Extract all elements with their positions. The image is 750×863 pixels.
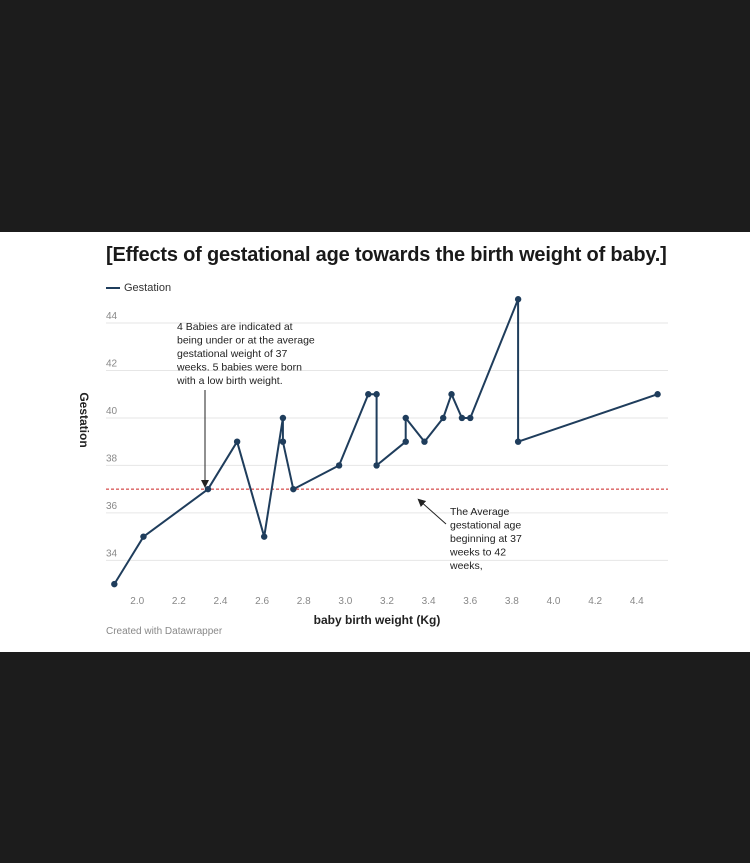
x-tick-label: 2.0: [130, 596, 144, 607]
data-point: [402, 438, 409, 445]
annotation-left-line: 4 Babies are indicated at: [177, 321, 293, 333]
x-tick-label: 2.4: [214, 596, 228, 607]
chart-footer: Created with Datawrapper: [106, 626, 223, 637]
annotation-right-line: weeks,: [449, 560, 483, 572]
x-tick-label: 4.2: [588, 596, 602, 607]
data-point: [373, 391, 380, 398]
data-point: [233, 438, 241, 445]
data-point: [365, 391, 372, 398]
data-point: [448, 391, 455, 398]
legend: Gestation: [106, 282, 171, 294]
legend-swatch: [106, 287, 120, 289]
data-point: [279, 438, 287, 445]
x-tick-label: 4.4: [630, 596, 644, 607]
data-point: [440, 414, 447, 422]
x-tick-label: 2.8: [297, 596, 311, 607]
y-tick-label: 38: [106, 453, 118, 464]
data-point: [467, 414, 474, 422]
chart-title: [Effects of gestational age towards the …: [106, 244, 667, 266]
y-tick-label: 36: [106, 501, 118, 512]
data-point: [458, 414, 466, 422]
series-line: [113, 298, 658, 585]
x-tick-label: 4.0: [547, 596, 561, 607]
data-point: [514, 296, 522, 303]
x-tick-label: 3.0: [338, 596, 352, 607]
x-tick-label: 2.6: [255, 596, 269, 607]
annotation-right-arrow: [417, 498, 447, 525]
chart-plot: 34 36 38 40 42 44 2.0 2.2 2.4 2.6 2.8 3.0 3.2 3.4 3.6 3…: [77, 296, 668, 627]
x-tick-label: 3.8: [505, 596, 519, 607]
annotation-right-line: The Average: [450, 506, 510, 518]
annotation-left-line: weeks. 5 babies were born: [176, 362, 302, 374]
x-tick-label: 3.4: [422, 596, 436, 607]
data-point: [373, 462, 380, 469]
annotation-left-line: with a low birth weight.: [176, 375, 283, 387]
x-axis-title: baby birth weight (Kg): [314, 613, 441, 627]
y-tick-label: 40: [106, 406, 118, 417]
annotation-left-line: gestational weight of 37: [177, 348, 287, 360]
data-point: [140, 533, 147, 540]
annotation-right-line: weeks to 42: [449, 547, 506, 559]
x-tick-label: 3.6: [463, 596, 477, 607]
data-point: [421, 438, 428, 445]
data-point: [335, 462, 343, 469]
x-tick-label: 3.2: [380, 596, 394, 607]
y-axis-title: Gestation: [77, 392, 91, 447]
data-point: [204, 485, 212, 493]
legend-label: Gestation: [124, 282, 172, 294]
data-point: [290, 485, 297, 493]
y-tick-label: 34: [106, 548, 118, 559]
y-tick-label: 42: [106, 358, 118, 369]
data-point: [111, 580, 118, 588]
data-point: [260, 533, 268, 540]
data-point: [402, 414, 409, 422]
x-tick-label: 2.2: [172, 596, 186, 607]
data-point: [279, 414, 287, 422]
data-point: [654, 391, 661, 398]
data-point: [514, 438, 522, 445]
annotation-left-line: being under or at the average: [177, 335, 315, 347]
y-tick-label: 44: [106, 311, 118, 322]
chart-card: [Effects of gestational age towards the …: [0, 232, 750, 652]
annotation-right-line: gestational age: [450, 520, 521, 532]
annotation-right-line: beginning at 37: [450, 533, 522, 545]
